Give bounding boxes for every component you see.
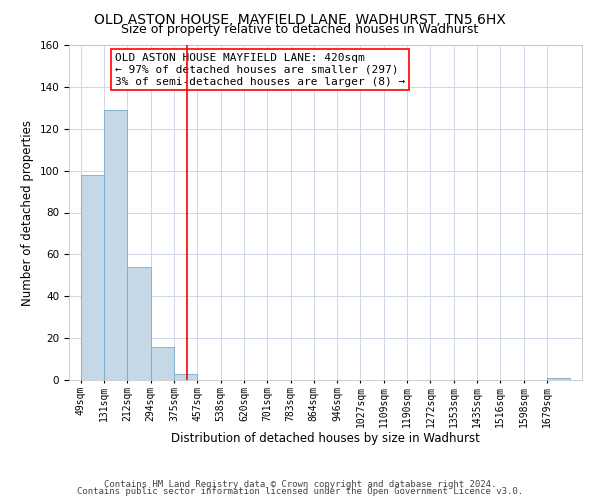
Bar: [127, 267, 151, 380]
Bar: [547, 378, 570, 380]
Bar: [174, 374, 197, 380]
Y-axis label: Number of detached properties: Number of detached properties: [21, 120, 34, 306]
Text: Contains HM Land Registry data © Crown copyright and database right 2024.: Contains HM Land Registry data © Crown c…: [104, 480, 496, 489]
Text: Contains public sector information licensed under the Open Government Licence v3: Contains public sector information licen…: [77, 487, 523, 496]
Bar: [151, 346, 174, 380]
Bar: [81, 175, 104, 380]
Text: OLD ASTON HOUSE, MAYFIELD LANE, WADHURST, TN5 6HX: OLD ASTON HOUSE, MAYFIELD LANE, WADHURST…: [94, 12, 506, 26]
Text: Size of property relative to detached houses in Wadhurst: Size of property relative to detached ho…: [121, 22, 479, 36]
X-axis label: Distribution of detached houses by size in Wadhurst: Distribution of detached houses by size …: [171, 432, 480, 445]
Text: OLD ASTON HOUSE MAYFIELD LANE: 420sqm
← 97% of detached houses are smaller (297): OLD ASTON HOUSE MAYFIELD LANE: 420sqm ← …: [115, 54, 406, 86]
Bar: [104, 110, 127, 380]
